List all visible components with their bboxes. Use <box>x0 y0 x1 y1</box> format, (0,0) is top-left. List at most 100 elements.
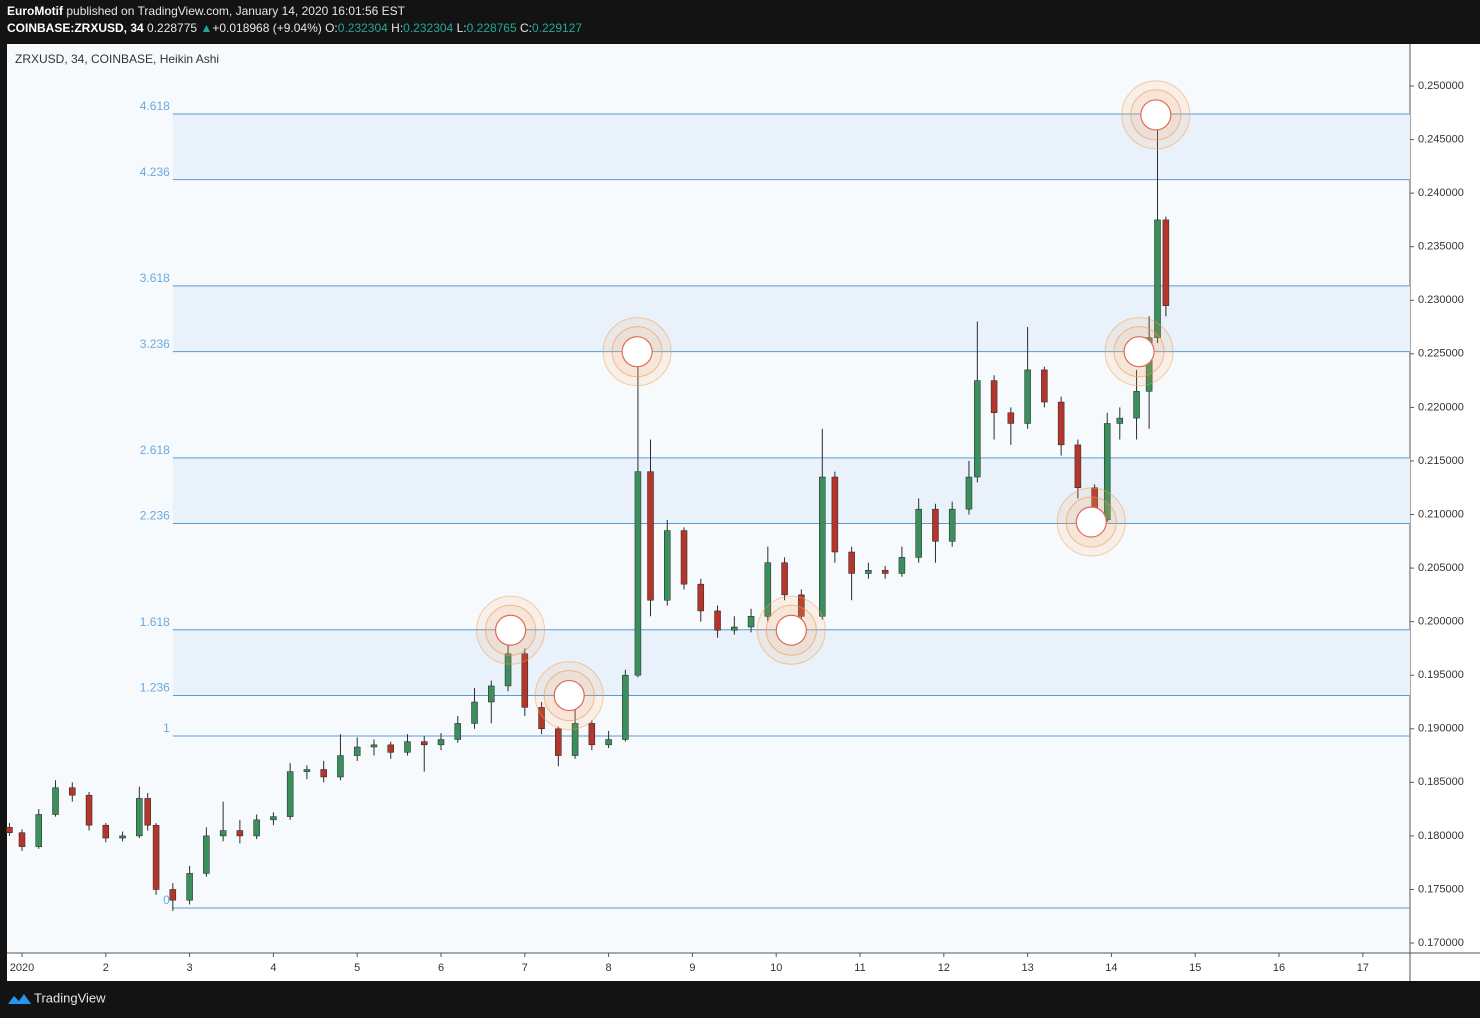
fib-band <box>172 457 1410 524</box>
x-tick-label: 14 <box>1105 962 1117 974</box>
marker-core <box>1130 342 1149 361</box>
marker-core <box>782 621 801 640</box>
chart-title: ZRXUSD, 34, COINBASE, Heikin Ashi <box>15 52 219 66</box>
candle-body <box>85 794 93 826</box>
candle-body <box>270 816 277 821</box>
y-tick-label: 0.225000 <box>1418 348 1464 360</box>
fib-band <box>172 285 1410 352</box>
candle-body <box>504 653 512 687</box>
candle-body <box>1057 401 1065 446</box>
candle-body <box>634 471 642 676</box>
candle-body <box>152 824 160 890</box>
candle-body <box>714 610 721 631</box>
h-label: H: <box>391 21 403 35</box>
y-tick-label: 0.235000 <box>1418 241 1464 253</box>
fib-label: 1.618 <box>140 615 170 629</box>
time-axis-area <box>7 953 1480 981</box>
c-label: C: <box>520 21 532 35</box>
x-tick-label: 11 <box>854 962 865 974</box>
candle-body <box>219 830 227 837</box>
y-tick-label: 0.250000 <box>1418 80 1464 92</box>
candle-body <box>747 616 755 628</box>
touch-marker <box>602 317 672 387</box>
marker-core <box>1082 513 1101 532</box>
candle-body <box>144 798 151 826</box>
candle-body <box>848 551 855 574</box>
candle-body <box>337 755 344 778</box>
h-value: 0.232304 <box>403 21 453 35</box>
candle-body <box>286 771 294 817</box>
axis-layer: 0.170000 0.175000 0.180000 0.185000 0.190000… <box>10 80 1464 974</box>
candle-body <box>915 508 922 558</box>
candle-body <box>1074 444 1082 488</box>
candle-body <box>555 728 562 756</box>
l-value: 0.228765 <box>467 21 517 35</box>
fib-label: 4.618 <box>140 99 170 113</box>
last-price: 0.228775 <box>147 21 197 35</box>
fib-label: 3.618 <box>140 271 170 285</box>
touch-marker <box>534 661 604 731</box>
candle-body <box>647 471 654 601</box>
candle-body <box>52 787 59 815</box>
y-tick-label: 0.200000 <box>1418 616 1464 628</box>
y-tick-label: 0.230000 <box>1418 294 1464 306</box>
x-tick-label: 8 <box>606 962 612 974</box>
candle-body <box>798 594 805 617</box>
fib-label: 2.618 <box>140 443 170 457</box>
candle-body <box>454 723 462 740</box>
y-tick-label: 0.205000 <box>1418 562 1464 574</box>
touch-marker <box>1121 80 1191 150</box>
candle-body <box>831 476 839 553</box>
candle-body <box>697 583 705 612</box>
marker-layer <box>476 80 1191 731</box>
candle-body <box>169 889 177 901</box>
x-tick-label: 12 <box>938 962 950 974</box>
price-axis-area <box>1410 44 1480 953</box>
x-tick-label: 7 <box>522 962 528 974</box>
candle-body <box>320 769 327 778</box>
candle-body <box>6 827 13 833</box>
candle-body <box>898 557 906 574</box>
marker-core <box>501 621 520 640</box>
candle-body <box>881 569 889 574</box>
candle-body <box>680 530 688 585</box>
publish-line: EuroMotif published on TradingView.com, … <box>7 4 406 18</box>
candle-body <box>571 723 579 756</box>
y-tick-label: 0.240000 <box>1418 187 1464 199</box>
x-tick-label: 2 <box>103 962 109 974</box>
candle-body <box>1103 423 1111 521</box>
logo[interactable]: TradingView <box>8 990 106 1005</box>
marker-core <box>560 686 579 705</box>
y-tick-label: 0.170000 <box>1418 937 1464 949</box>
fib-label: 3.236 <box>140 337 170 351</box>
fib-label: 4.236 <box>140 165 170 179</box>
candle-body <box>664 530 671 601</box>
candle-body <box>69 787 76 796</box>
candle-body <box>437 739 445 746</box>
y-tick-label: 0.175000 <box>1418 883 1464 895</box>
candle-body <box>974 380 981 478</box>
brand: TradingView <box>34 990 106 1005</box>
candle-body <box>203 835 210 874</box>
x-tick-label: 6 <box>438 962 444 974</box>
symbol: COINBASE:ZRXUSD, 34 <box>7 21 144 35</box>
x-tick-label: 13 <box>1021 962 1033 974</box>
x-tick-label: 4 <box>270 962 276 974</box>
candle-body <box>1162 219 1170 306</box>
y-tick-label: 0.190000 <box>1418 723 1464 735</box>
candle-body <box>781 562 788 596</box>
candle-body <box>303 769 311 772</box>
y-tick-label: 0.185000 <box>1418 776 1464 788</box>
y-tick-label: 0.245000 <box>1418 133 1464 145</box>
candle-body <box>538 707 545 730</box>
candle-body <box>622 674 629 740</box>
candle-body <box>1154 219 1161 339</box>
candle-body <box>932 508 939 542</box>
o-value: 0.232304 <box>338 21 388 35</box>
published: published on TradingView.com, January 14… <box>66 4 405 18</box>
fib-label: 1 <box>163 721 170 735</box>
fib-label: 0 <box>163 893 170 907</box>
change-arrow: ▲ <box>200 21 212 35</box>
candle-body <box>1007 412 1015 424</box>
candle-body <box>948 508 956 542</box>
